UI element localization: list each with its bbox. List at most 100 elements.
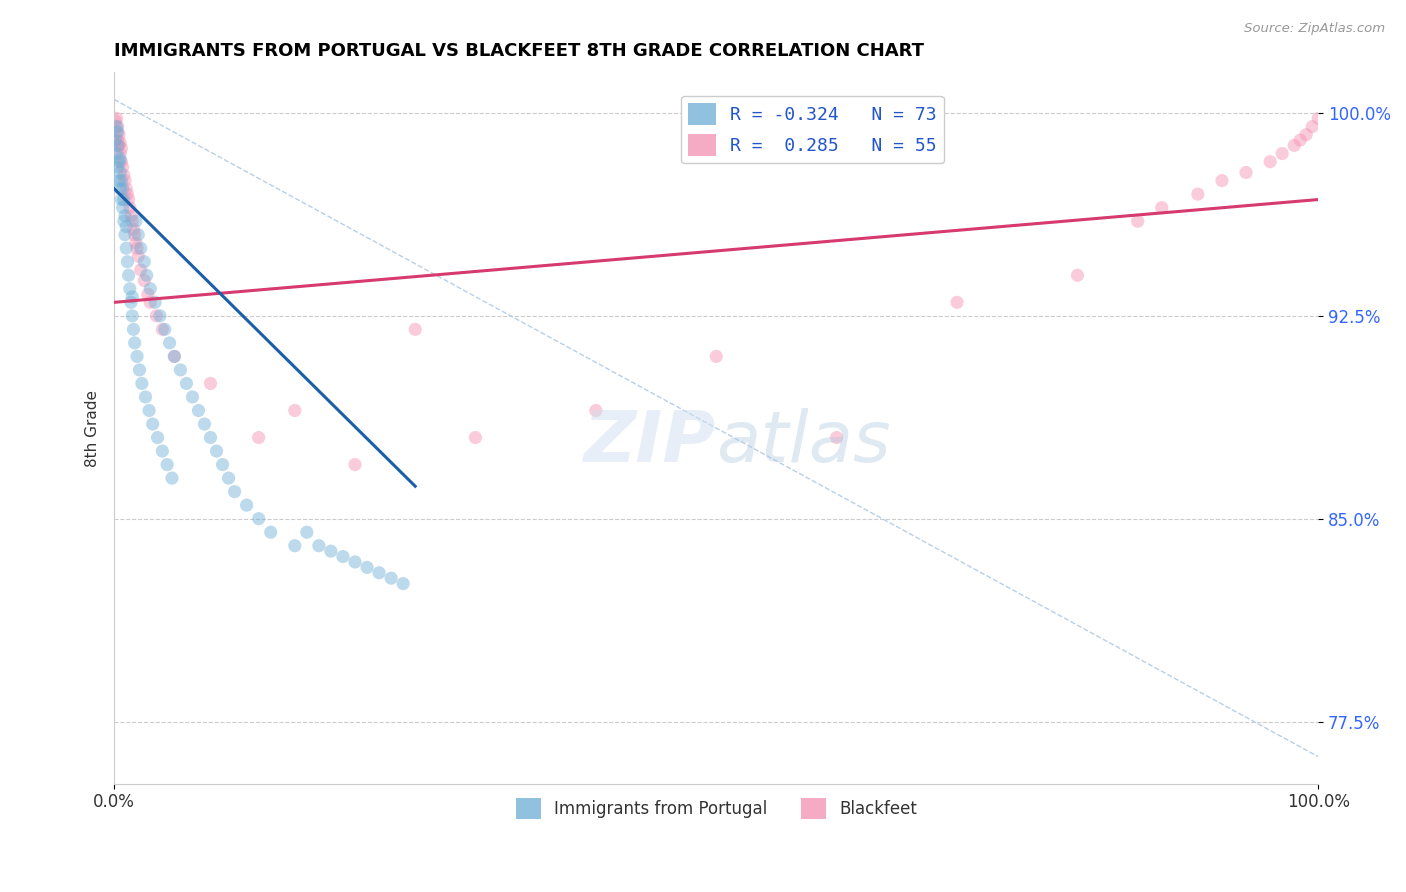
Point [127, 249, 149, 263]
Point [319, 544, 342, 558]
Point [1258, 154, 1281, 169]
Point [1282, 138, 1305, 153]
Point [134, 254, 156, 268]
Point [108, 173, 131, 187]
Point [392, 576, 415, 591]
Point [108, 128, 131, 142]
Point [115, 241, 138, 255]
Point [181, 390, 204, 404]
Point [127, 227, 149, 242]
Point [121, 309, 143, 323]
Point [114, 209, 136, 223]
Point [149, 309, 172, 323]
Point [124, 335, 146, 350]
Point [247, 511, 270, 525]
Point [112, 193, 135, 207]
Point [825, 431, 848, 445]
Point [134, 390, 156, 404]
Point [308, 539, 330, 553]
Point [134, 274, 156, 288]
Point [115, 219, 138, 234]
Point [284, 403, 307, 417]
Point [117, 193, 139, 207]
Point [1234, 165, 1257, 179]
Text: IMMIGRANTS FROM PORTUGAL VS BLACKFEET 8TH GRADE CORRELATION CHART: IMMIGRANTS FROM PORTUGAL VS BLACKFEET 8T… [114, 42, 924, 60]
Point [121, 290, 143, 304]
Point [585, 403, 607, 417]
Point [107, 133, 129, 147]
Point [1150, 201, 1173, 215]
Point [704, 350, 727, 364]
Point [110, 173, 132, 187]
Point [129, 241, 152, 255]
Point [107, 125, 129, 139]
Point [125, 350, 148, 364]
Point [150, 444, 173, 458]
Point [139, 282, 162, 296]
Point [332, 549, 354, 564]
Point [108, 136, 131, 150]
Point [115, 182, 138, 196]
Point [205, 444, 228, 458]
Point [108, 138, 131, 153]
Text: ZIP: ZIP [583, 408, 716, 477]
Point [105, 120, 128, 134]
Point [464, 431, 486, 445]
Point [145, 309, 167, 323]
Point [1126, 214, 1149, 228]
Point [356, 560, 378, 574]
Point [104, 133, 127, 147]
Point [260, 525, 283, 540]
Point [235, 498, 257, 512]
Point [200, 431, 222, 445]
Point [211, 458, 233, 472]
Point [187, 403, 209, 417]
Point [108, 146, 131, 161]
Point [1289, 133, 1312, 147]
Point [176, 376, 198, 391]
Point [380, 571, 402, 585]
Point [104, 114, 127, 128]
Point [136, 287, 159, 301]
Point [1295, 128, 1317, 142]
Point [946, 295, 969, 310]
Point [153, 322, 176, 336]
Point [110, 141, 132, 155]
Point [108, 152, 131, 166]
Point [160, 471, 183, 485]
Point [107, 160, 129, 174]
Point [125, 214, 148, 228]
Point [247, 431, 270, 445]
Point [125, 241, 148, 255]
Point [131, 376, 153, 391]
Point [114, 173, 136, 187]
Point [111, 160, 134, 174]
Point [121, 214, 143, 228]
Point [117, 268, 139, 283]
Point [107, 120, 129, 134]
Point [112, 168, 135, 182]
Point [284, 539, 307, 553]
Point [295, 525, 318, 540]
Point [138, 403, 160, 417]
Point [110, 193, 132, 207]
Point [110, 154, 132, 169]
Point [1187, 187, 1209, 202]
Point [118, 201, 141, 215]
Point [120, 209, 142, 223]
Point [129, 263, 152, 277]
Point [125, 235, 148, 250]
Point [108, 154, 131, 169]
Point [105, 112, 128, 126]
Point [117, 187, 139, 202]
Legend: Immigrants from Portugal, Blackfeet: Immigrants from Portugal, Blackfeet [509, 791, 924, 825]
Point [108, 182, 131, 196]
Point [343, 555, 366, 569]
Point [112, 214, 135, 228]
Point [118, 282, 141, 296]
Point [1308, 112, 1330, 126]
Point [200, 376, 222, 391]
Point [142, 417, 165, 431]
Point [122, 222, 145, 236]
Point [1066, 268, 1088, 283]
